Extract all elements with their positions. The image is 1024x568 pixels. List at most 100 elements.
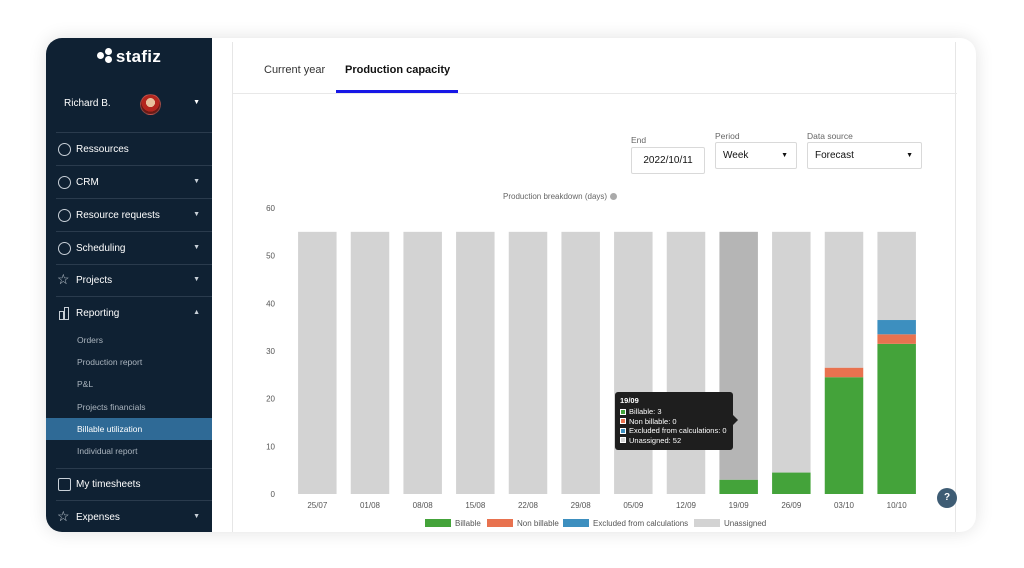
sidebar-subitem-projects-financials[interactable]: Projects financials [77,402,146,412]
tab-current-year[interactable]: Current year [264,64,326,76]
bar-segment[interactable] [403,231,442,495]
sidebar-item-label: Resource requests [76,210,160,221]
period-select[interactable]: Week ▼ [715,142,797,169]
sidebar-item-expenses[interactable]: ☆ Expenses ▼ [57,502,200,532]
brand-name: stafiz [115,47,162,66]
bar-segment[interactable] [877,231,916,321]
bar-segment[interactable] [298,231,337,495]
tab-production-capacity[interactable]: Production capacity [345,64,451,76]
chart-tooltip: 19/09 Billable: 3 Non billable: 0 Exclud… [615,392,738,450]
end-date-input[interactable]: 2022/10/11 [631,147,705,174]
user-menu[interactable]: Richard B. ▼ [64,94,200,116]
chevron-down-icon: ▼ [193,276,200,283]
chevron-down-icon: ▼ [781,152,788,159]
tooltip-row-excluded: Excluded from calculations: 0 [620,426,728,436]
user-circle-icon [58,143,71,156]
divider [56,500,212,501]
y-tick-label: 20 [266,395,275,404]
x-tick-label: 26/09 [781,501,802,510]
bar-segment[interactable] [719,479,758,494]
clock-icon [58,242,71,255]
tooltip-swatch [620,437,626,443]
sidebar-subitem-production-report[interactable]: Production report [77,357,143,367]
chart-title-text: Production breakdown (days) [503,192,608,201]
stafiz-logo-icon [96,48,113,64]
sidebar-subitem-orders[interactable]: Orders [77,335,103,345]
active-tab-indicator [336,90,458,93]
bar-segment[interactable] [772,231,811,473]
bar-segment[interactable] [824,231,864,368]
y-tick-label: 30 [266,347,275,356]
sidebar-item-reporting[interactable]: Reporting ▲ [58,298,200,330]
sidebar-item-scheduling[interactable]: Scheduling ▼ [58,233,200,265]
legend-swatch [487,519,513,527]
sidebar-subitem-billable-utilization[interactable]: Billable utilization [46,418,212,440]
legend-label: Billable [455,519,481,528]
data-source-select-value: Forecast [815,150,854,161]
info-icon[interactable] [610,193,618,200]
tooltip-row-billable: Billable: 3 [620,407,728,417]
legend-swatch [563,519,589,527]
bar-segment[interactable] [561,231,600,495]
chevron-down-icon: ▼ [906,152,913,159]
sidebar-item-my-timesheets[interactable]: My timesheets [58,469,200,501]
sidebar-item-label: Projects [76,275,113,286]
help-button[interactable]: ? [937,488,957,508]
y-tick-label: 60 [266,204,275,213]
tooltip-swatch [620,427,626,434]
x-tick-label: 01/08 [360,501,381,510]
tooltip-swatch [620,418,626,424]
tooltip-row-text: Unassigned: 52 [629,435,682,445]
bar-chart-icon [58,307,71,320]
bar-segment[interactable] [877,334,916,344]
bar-segment[interactable] [666,231,706,495]
bar-segment[interactable] [824,377,864,494]
main-content: Current year Production capacity End 202… [232,42,957,532]
user-name: Richard B. [64,98,111,109]
bar-segment[interactable] [614,231,653,495]
chart-title: Production breakdown (days) [503,192,618,201]
calendar-icon [58,478,71,491]
sidebar-subitem-individual-report[interactable]: Individual report [77,446,138,456]
brand-logo[interactable]: stafiz [46,47,212,67]
chevron-down-icon: ▼ [193,178,200,185]
chevron-down-icon: ▼ [193,244,200,251]
end-date-label: End [631,135,647,145]
tooltip-row-text: Excluded from calculations: 0 [629,426,727,435]
divider [56,264,212,265]
sidebar-item-label: CRM [76,177,99,188]
app-window: stafiz Richard B. ▼ Ressources CRM ▼ Res… [46,38,976,532]
tooltip-row-non-billable: Non billable: 0 [620,417,728,427]
divider [56,231,212,232]
data-source-label: Data source [807,131,853,141]
bar-segment[interactable] [877,320,916,335]
user-circle-icon [58,176,71,189]
divider [56,198,212,199]
bar-segment[interactable] [824,367,864,378]
sidebar-item-crm[interactable]: CRM ▼ [58,167,200,199]
chevron-down-icon: ▼ [193,513,200,520]
chevron-down-icon: ▼ [193,211,200,218]
data-source-select[interactable]: Forecast ▼ [807,142,922,169]
bar-segment[interactable] [877,343,916,494]
sidebar-item-label: Ressources [76,144,129,155]
x-tick-label: 05/09 [623,501,644,510]
x-tick-label: 22/08 [518,501,539,510]
bar-segment[interactable] [456,231,495,495]
tooltip-swatch [620,408,626,415]
sidebar-subitem-pnl[interactable]: P&L [77,379,94,389]
y-tick-label: 50 [266,252,275,261]
sidebar-item-label: Reporting [76,308,120,319]
bar-segment[interactable] [772,472,811,494]
sidebar-item-projects[interactable]: ☆ Projects ▼ [57,265,200,297]
sidebar: stafiz Richard B. ▼ Ressources CRM ▼ Res… [46,38,212,532]
production-breakdown-chart: 0 10 20 30 40 50 60 25/07 01/08 08/08 15/08 22/08 29… [266,204,916,528]
y-tick-label: 10 [266,442,275,451]
sidebar-item-label: Scheduling [76,243,126,254]
sidebar-item-resource-requests[interactable]: Resource requests ▼ [58,200,200,232]
tooltip-row-unassigned: Unassigned: 52 [620,436,728,446]
bar-segment[interactable] [508,231,548,495]
sidebar-item-ressources[interactable]: Ressources [58,134,200,166]
bar-segment[interactable] [350,231,390,495]
tooltip-title: 19/09 [620,396,639,405]
